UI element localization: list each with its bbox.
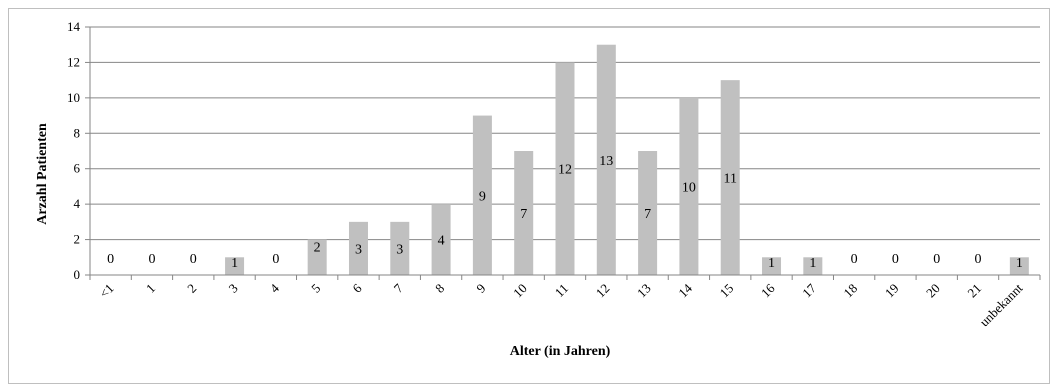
x-tick-labels: <1 1 2 3 4 5 6 7 8 9 10 11 12 13 14 15 16 17 18 19 20 21unbek… — [96, 280, 1025, 329]
data-label: 10 — [682, 180, 696, 195]
data-label: 4 — [438, 234, 445, 249]
x-tick-label: 14 — [675, 280, 695, 300]
x-tick-label: 11 — [552, 281, 571, 300]
data-label: 7 — [644, 207, 651, 222]
x-tick-label: 9 — [473, 281, 488, 296]
x-tick-label: 10 — [510, 281, 530, 301]
y-tick-label: 8 — [74, 125, 81, 140]
data-label: 0 — [851, 252, 858, 267]
y-tick-label: 14 — [67, 19, 81, 34]
y-tick-label: 6 — [74, 161, 81, 176]
data-label: 0 — [933, 252, 940, 267]
x-tick-label: 1 — [143, 281, 158, 296]
x-tick-label: 2 — [184, 281, 199, 296]
data-label: 9 — [479, 189, 486, 204]
y-tick-label: 2 — [74, 232, 81, 247]
y-tick-label: 4 — [74, 196, 81, 211]
x-tick-label: 20 — [923, 281, 943, 301]
y-tick-label: 12 — [67, 54, 80, 69]
x-tick-label: 21 — [964, 281, 984, 301]
data-label: 1 — [231, 256, 238, 271]
x-tick-label: 17 — [799, 280, 819, 300]
data-label: 1 — [768, 256, 775, 271]
data-label: 0 — [148, 252, 155, 267]
bar — [596, 44, 616, 275]
bar — [762, 257, 782, 275]
x-tick-label: 12 — [593, 281, 613, 301]
x-tick-label: 13 — [634, 281, 654, 301]
data-label: 0 — [190, 252, 197, 267]
x-tick-label: 8 — [432, 281, 447, 296]
data-label: 1 — [809, 256, 816, 271]
data-label: 13 — [599, 154, 613, 169]
x-tick-label: 18 — [840, 281, 860, 301]
bar — [348, 221, 368, 275]
bar — [390, 221, 410, 275]
data-label: 3 — [355, 242, 362, 257]
bar — [720, 80, 740, 276]
x-tick-label: <1 — [96, 281, 116, 301]
y-tick-label: 10 — [67, 90, 80, 105]
data-label: 1 — [1016, 256, 1023, 271]
bar — [803, 257, 823, 275]
data-label: 3 — [396, 242, 403, 257]
axes — [85, 26, 1041, 280]
data-label: 2 — [314, 241, 321, 256]
bar — [472, 115, 492, 275]
x-tick-label: 3 — [225, 281, 240, 296]
y-tick-labels: 0 2 4 6 8 10 12 14 — [67, 19, 81, 282]
data-label: 11 — [723, 172, 736, 187]
bar — [679, 97, 699, 275]
bar — [307, 239, 327, 275]
x-axis-title: Alter (in Jahren) — [510, 344, 611, 359]
data-label: 0 — [272, 252, 279, 267]
x-tick-label: 5 — [308, 281, 323, 296]
x-tick-label: 4 — [267, 280, 283, 296]
bar — [555, 62, 575, 275]
y-tick-label: 0 — [74, 267, 81, 282]
y-axis-title: Arzahl Patienten — [35, 123, 50, 225]
bar-series — [225, 44, 1029, 276]
x-tick-label: 15 — [717, 281, 737, 301]
bar — [514, 151, 534, 275]
bar — [1009, 257, 1029, 275]
x-tick-label: 6 — [349, 280, 365, 296]
x-tick-label: 16 — [758, 280, 778, 300]
data-label: 0 — [975, 252, 982, 267]
x-tick-label: 19 — [882, 281, 902, 301]
x-tick-label: unbekannt — [977, 280, 1026, 329]
data-label: 0 — [107, 252, 114, 267]
data-label: 12 — [558, 163, 572, 178]
bar — [638, 151, 658, 275]
x-tick-label: 7 — [391, 280, 407, 296]
bar — [225, 257, 245, 275]
bar — [431, 204, 451, 275]
data-label: 0 — [892, 252, 899, 267]
data-label: 7 — [520, 207, 527, 222]
